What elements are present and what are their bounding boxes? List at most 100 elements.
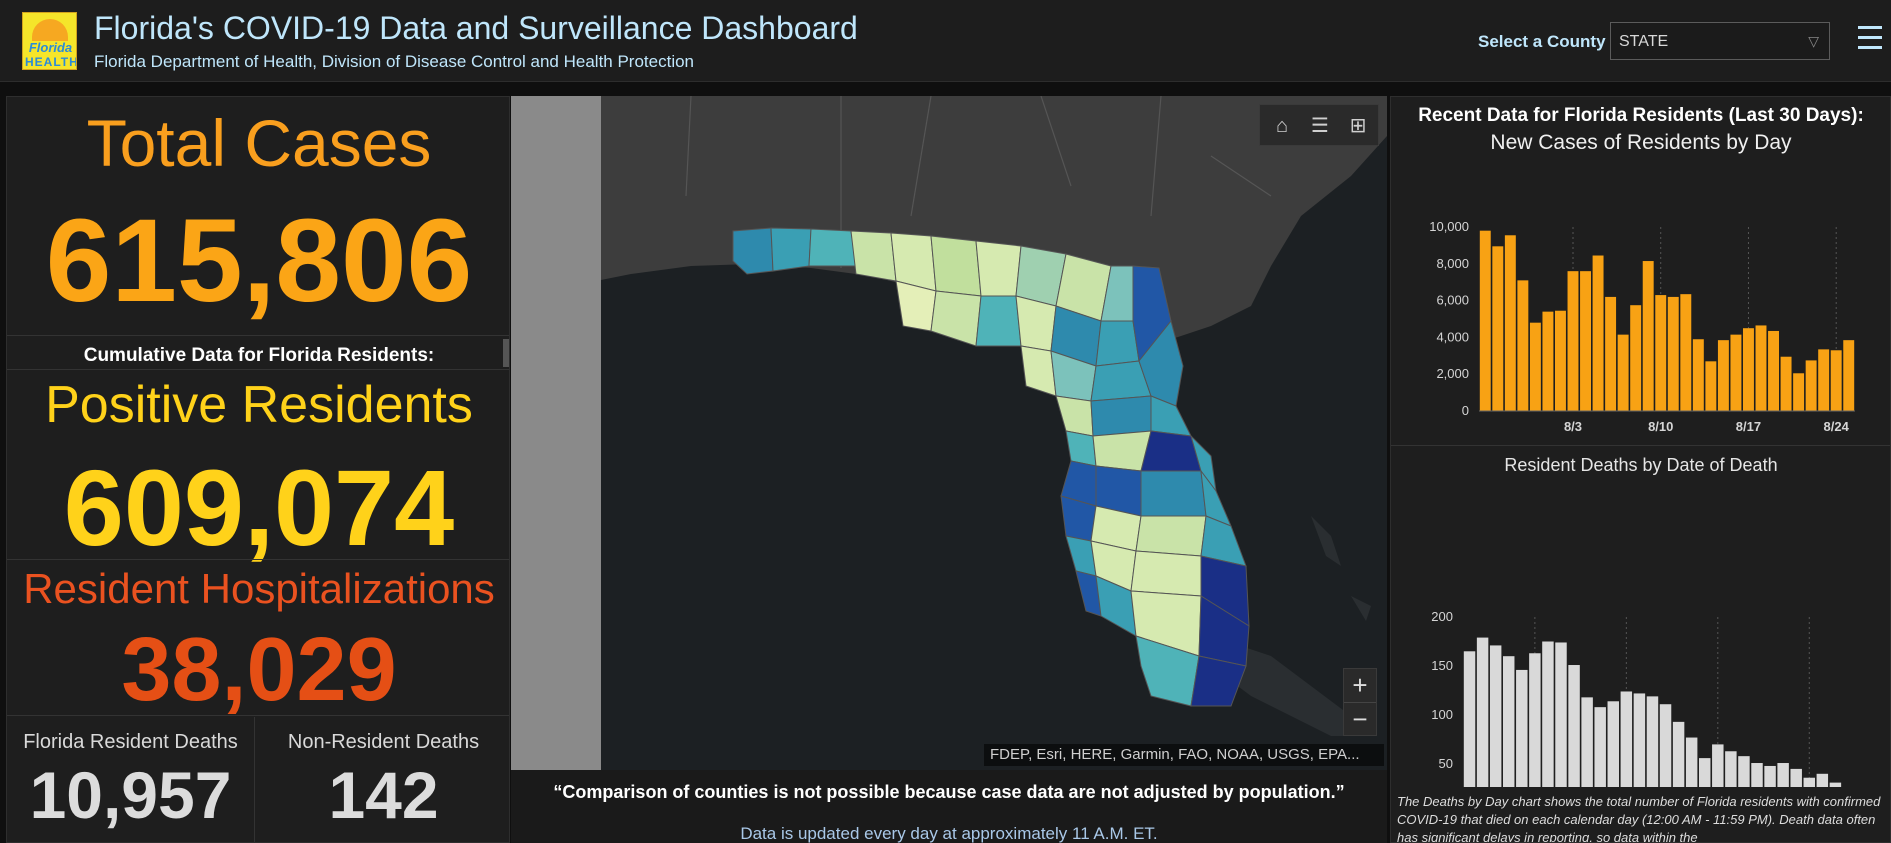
bar[interactable] xyxy=(1517,280,1529,411)
bar[interactable] xyxy=(1655,295,1667,411)
bar[interactable] xyxy=(1818,349,1830,411)
resident-deaths-box: Florida Resident Deaths 10,957 xyxy=(7,717,255,842)
bar[interactable] xyxy=(1692,339,1704,411)
bar[interactable] xyxy=(1829,782,1842,787)
bar[interactable] xyxy=(1738,756,1750,787)
y-tick-label: 50 xyxy=(1439,756,1453,771)
bar[interactable] xyxy=(1476,637,1489,787)
stats-panel: Total Cases 615,806 Cumulative Data for … xyxy=(6,96,510,843)
bar[interactable] xyxy=(1479,230,1491,411)
map-toolbar: ⌂ ☰ ⊞ xyxy=(1259,104,1379,146)
y-tick-label: 2,000 xyxy=(1436,366,1469,381)
bar[interactable] xyxy=(1672,721,1685,787)
map-side-shade xyxy=(511,96,601,770)
bar[interactable] xyxy=(1503,656,1515,787)
florida-health-logo: Florida HEALTH xyxy=(22,12,77,70)
bar[interactable] xyxy=(1793,373,1805,411)
zoom-out-button[interactable]: − xyxy=(1344,702,1376,735)
bar[interactable] xyxy=(1659,704,1672,787)
bar[interactable] xyxy=(1605,296,1617,411)
legend-icon[interactable]: ☰ xyxy=(1311,115,1329,137)
hamburger-menu-icon[interactable] xyxy=(1858,26,1882,56)
divider xyxy=(7,369,509,370)
bar[interactable] xyxy=(1568,665,1580,787)
bar[interactable] xyxy=(1712,744,1724,787)
bar[interactable] xyxy=(1592,255,1604,411)
bar[interactable] xyxy=(1803,777,1815,787)
bar[interactable] xyxy=(1607,701,1619,787)
bar[interactable] xyxy=(1542,641,1554,788)
bar[interactable] xyxy=(1730,334,1742,411)
bar[interactable] xyxy=(1581,697,1593,787)
bar[interactable] xyxy=(1680,294,1692,411)
map-attribution[interactable]: FDEP, Esri, HERE, Garmin, FAO, NOAA, USG… xyxy=(984,744,1384,766)
bar[interactable] xyxy=(1620,691,1633,787)
bar[interactable] xyxy=(1529,653,1541,787)
bar[interactable] xyxy=(1805,360,1817,411)
bar[interactable] xyxy=(1567,271,1579,411)
nonresident-deaths-box: Non-Resident Deaths 142 xyxy=(256,717,509,842)
bar[interactable] xyxy=(1542,311,1554,411)
bar[interactable] xyxy=(1667,296,1679,411)
logo-text-top: Florida xyxy=(28,40,73,55)
recent-data-header: Recent Data for Florida Residents (Last … xyxy=(1418,105,1864,126)
bar[interactable] xyxy=(1504,235,1516,411)
us-mainland xyxy=(511,96,1387,346)
deaths-chart[interactable]: 0501001502008/38/108/178/24 xyxy=(1391,487,1891,787)
cumulative-data-label: Cumulative Data for Florida Residents: xyxy=(83,345,435,366)
bar[interactable] xyxy=(1699,758,1711,787)
bar[interactable] xyxy=(1516,669,1528,787)
bar[interactable] xyxy=(1743,328,1754,411)
divider xyxy=(7,335,509,336)
county-select-value: STATE xyxy=(1619,33,1669,50)
new-cases-chart[interactable]: 0 2,000 4,000 6,000 8,000 10,000 8/3 8/10 8/17 8/… xyxy=(1391,157,1891,447)
bar[interactable] xyxy=(1777,763,1789,787)
bar[interactable] xyxy=(1685,737,1698,787)
bar[interactable] xyxy=(1529,322,1541,411)
bar[interactable] xyxy=(1751,763,1763,787)
x-tick-label: 8/3 xyxy=(1564,419,1582,434)
bar[interactable] xyxy=(1790,768,1802,787)
bar[interactable] xyxy=(1768,330,1779,411)
bar[interactable] xyxy=(1492,246,1504,411)
cuba-outline xyxy=(1211,636,1371,736)
home-icon[interactable]: ⌂ xyxy=(1275,115,1289,137)
bar[interactable] xyxy=(1725,751,1737,787)
bar[interactable] xyxy=(1764,765,1776,787)
update-note: Data is updated every day at approximate… xyxy=(740,824,1158,843)
bar[interactable] xyxy=(1780,356,1792,411)
state-lines xyxy=(685,96,1272,268)
map-notes: “Comparison of counties is not possible … xyxy=(511,770,1387,843)
bar[interactable] xyxy=(1642,261,1654,411)
panel-scrollbar[interactable] xyxy=(503,339,509,367)
bar[interactable] xyxy=(1555,642,1567,787)
bar[interactable] xyxy=(1843,340,1855,411)
bar[interactable] xyxy=(1646,696,1659,787)
divider xyxy=(7,715,509,716)
county-select[interactable]: STATE ▽ xyxy=(1610,22,1830,60)
bar[interactable] xyxy=(1617,334,1629,411)
bar[interactable] xyxy=(1580,271,1591,411)
bar[interactable] xyxy=(1717,340,1729,411)
bar[interactable] xyxy=(1830,350,1842,411)
bar[interactable] xyxy=(1816,773,1829,787)
positive-residents-label: Positive Residents xyxy=(45,376,473,434)
bar[interactable] xyxy=(1705,361,1717,411)
x-tick-label: 8/10 xyxy=(1648,419,1673,434)
florida-counties[interactable] xyxy=(732,227,1250,707)
sun-icon xyxy=(32,19,68,41)
basemap-icon[interactable]: ⊞ xyxy=(1349,115,1367,137)
bar[interactable] xyxy=(1463,651,1476,787)
map-canvas[interactable] xyxy=(511,96,1387,770)
total-cases-value: 615,806 xyxy=(45,195,473,327)
bar[interactable] xyxy=(1489,645,1502,787)
bar[interactable] xyxy=(1594,707,1606,787)
bar[interactable] xyxy=(1755,325,1767,411)
county-map[interactable]: ⌂ ☰ ⊞ + − FDEP, Esri, HERE, Garmin, FAO,… xyxy=(511,96,1387,770)
y-tick-label: 4,000 xyxy=(1436,329,1469,344)
bar[interactable] xyxy=(1630,305,1642,411)
bar[interactable] xyxy=(1633,693,1646,787)
zoom-in-button[interactable]: + xyxy=(1352,670,1368,700)
bar[interactable] xyxy=(1555,310,1566,411)
y-tick-label: 10,000 xyxy=(1429,219,1469,234)
